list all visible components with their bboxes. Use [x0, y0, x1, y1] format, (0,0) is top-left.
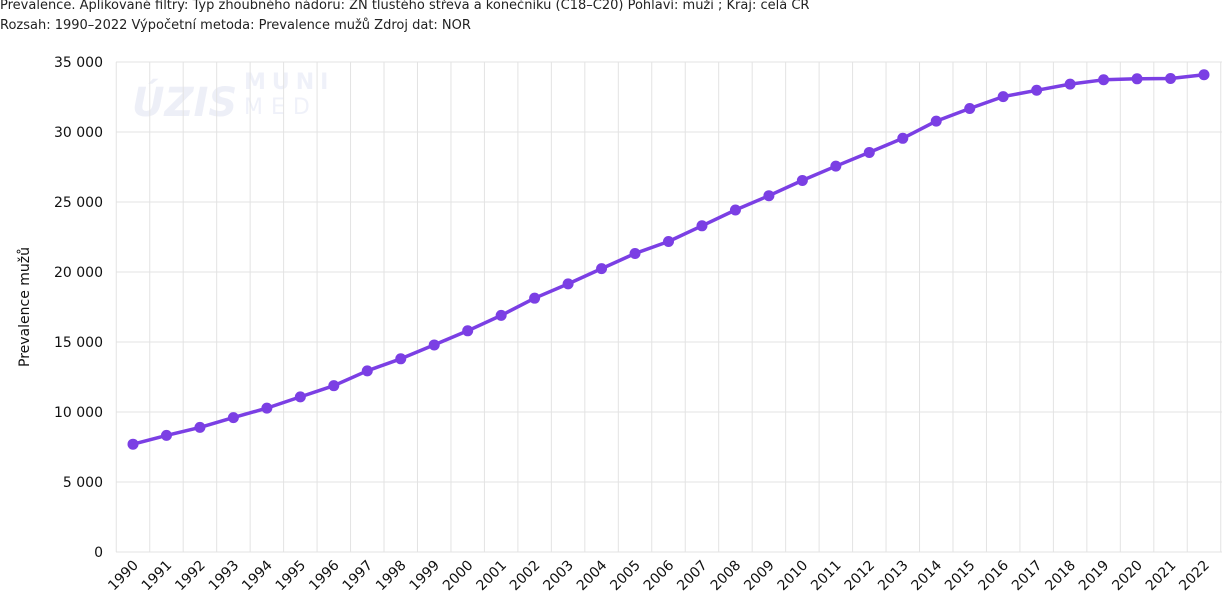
data-point[interactable] — [930, 115, 942, 127]
x-tick-label: 1998 — [373, 558, 410, 595]
watermark-med: MED — [244, 95, 318, 120]
data-point[interactable] — [796, 174, 808, 186]
chart-filters-line: Prevalence. Aplikované filtry: Typ zhoub… — [0, 0, 810, 13]
y-tick-label: 35 000 — [54, 55, 103, 71]
x-tick-label: 2015 — [942, 558, 979, 595]
data-point[interactable] — [328, 380, 340, 392]
y-tick-label: 25 000 — [54, 195, 103, 211]
x-tick-label: 1991 — [139, 558, 176, 595]
data-point[interactable] — [462, 325, 474, 337]
data-point[interactable] — [1098, 74, 1110, 86]
data-point[interactable] — [997, 91, 1009, 103]
data-point[interactable] — [194, 421, 206, 433]
data-point[interactable] — [261, 402, 273, 414]
y-axis-ticks: 0 5 000 10 000 15 000 20 000 25 000 30 000 35 0… — [54, 55, 103, 561]
series-line — [131, 72, 1206, 446]
x-tick-label: 2003 — [540, 558, 577, 595]
x-tick-label: 2006 — [641, 557, 678, 594]
x-tick-label: 1996 — [306, 557, 343, 594]
x-tick-label: 2009 — [741, 558, 778, 595]
data-point[interactable] — [428, 339, 440, 351]
x-tick-label: 2011 — [808, 558, 845, 595]
data-point[interactable] — [629, 248, 641, 260]
data-point[interactable] — [1165, 73, 1177, 85]
x-tick-label: 2022 — [1176, 558, 1213, 595]
data-point[interactable] — [964, 102, 976, 114]
x-tick-label: 1993 — [206, 558, 243, 595]
x-tick-label: 2017 — [1009, 558, 1046, 595]
data-point[interactable] — [596, 263, 608, 275]
data-point[interactable] — [529, 292, 541, 304]
y-tick-label: 5 000 — [63, 475, 103, 491]
data-point[interactable] — [160, 429, 172, 441]
x-tick-label: 2016 — [976, 557, 1013, 594]
data-point[interactable] — [663, 235, 674, 247]
x-tick-label: 2018 — [1042, 558, 1079, 595]
watermark-logo: ÚZIS MUNI MED — [132, 70, 334, 126]
data-point[interactable] — [696, 220, 708, 232]
watermark-uzis: ÚZIS — [132, 78, 237, 126]
x-tick-label: 2008 — [708, 558, 745, 595]
x-tick-label: 2014 — [909, 557, 946, 594]
x-tick-label: 1992 — [172, 558, 209, 595]
data-point[interactable] — [897, 132, 909, 144]
y-tick-label: 20 000 — [54, 265, 103, 281]
data-point[interactable] — [830, 160, 842, 172]
data-point[interactable] — [763, 190, 775, 202]
x-tick-label: 1997 — [340, 558, 377, 595]
data-point[interactable] — [1198, 69, 1210, 81]
data-point[interactable] — [1131, 73, 1143, 85]
data-point[interactable] — [1064, 78, 1076, 90]
x-tick-label: 2000 — [440, 558, 477, 595]
data-point[interactable] — [863, 146, 875, 158]
x-tick-label: 1995 — [273, 558, 310, 595]
chart-range-line: Rozsah: 1990–2022 Výpočetní metoda: Prev… — [0, 18, 471, 33]
data-point[interactable] — [361, 365, 373, 377]
x-tick-label: 2012 — [842, 558, 879, 595]
data-point[interactable] — [562, 278, 574, 290]
series-layer — [127, 69, 1210, 450]
x-tick-label: 2004 — [574, 557, 611, 594]
data-point[interactable] — [227, 412, 239, 424]
data-point[interactable] — [1031, 84, 1043, 96]
watermark-muni: MUNI — [244, 70, 334, 95]
y-tick-label: 15 000 — [54, 335, 103, 351]
x-tick-label: 2013 — [875, 558, 912, 595]
y-tick-label: 10 000 — [54, 405, 103, 421]
x-tick-label: 2019 — [1076, 558, 1113, 595]
data-point[interactable] — [729, 204, 741, 216]
vertical-grid — [115, 62, 1222, 552]
x-tick-label: 2002 — [507, 558, 544, 595]
x-tick-label: 1999 — [407, 558, 444, 595]
x-tick-label: 1994 — [239, 557, 276, 594]
x-tick-label: 2001 — [473, 558, 510, 595]
data-point[interactable] — [127, 438, 139, 450]
y-axis-label: Prevalence mužů — [17, 247, 33, 367]
x-tick-label: 2005 — [607, 558, 644, 595]
data-point[interactable] — [294, 391, 306, 403]
x-axis-ticks: 1990199119921993199419951996199719981999… — [105, 557, 1213, 594]
x-tick-label: 2021 — [1143, 558, 1180, 595]
x-tick-label: 2020 — [1109, 558, 1146, 595]
x-tick-label: 2010 — [775, 558, 812, 595]
y-tick-label: 0 — [94, 545, 103, 561]
y-tick-label: 30 000 — [54, 125, 103, 141]
x-tick-label: 2007 — [674, 558, 711, 595]
data-point[interactable] — [495, 309, 507, 321]
horizontal-grid — [116, 61, 1222, 553]
x-tick-label: 1990 — [105, 558, 142, 595]
data-point[interactable] — [395, 353, 407, 365]
